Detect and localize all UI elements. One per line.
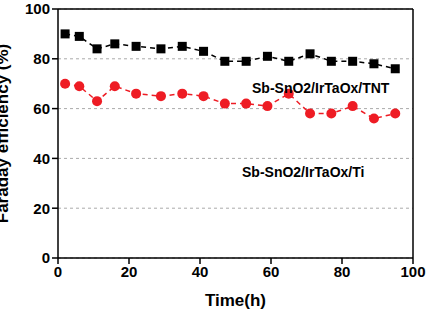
svg-text:0: 0	[42, 249, 50, 266]
svg-text:80: 80	[334, 263, 351, 280]
svg-text:40: 40	[33, 150, 50, 167]
svg-text:100: 100	[400, 263, 425, 280]
svg-text:Faraday efficiency (%): Faraday efficiency (%)	[8, 44, 12, 224]
svg-text:0: 0	[54, 263, 62, 280]
svg-text:40: 40	[192, 263, 209, 280]
html-text:Sb-SnO2/IrTaOx/Ti: Sb-SnO2/IrTaOx/Ti	[242, 164, 365, 180]
svg-text:20: 20	[121, 263, 138, 280]
svg-text:60: 60	[33, 100, 50, 117]
svg-text:100: 100	[25, 0, 50, 17]
svg-text:80: 80	[33, 50, 50, 67]
svg-text:Time(h): Time(h)	[205, 291, 266, 310]
svg-text:60: 60	[263, 263, 280, 280]
html-text:Sb-SnO2/IrTaOx/TNT: Sb-SnO2/IrTaOx/TNT	[252, 80, 390, 96]
svg-text:20: 20	[33, 200, 50, 217]
